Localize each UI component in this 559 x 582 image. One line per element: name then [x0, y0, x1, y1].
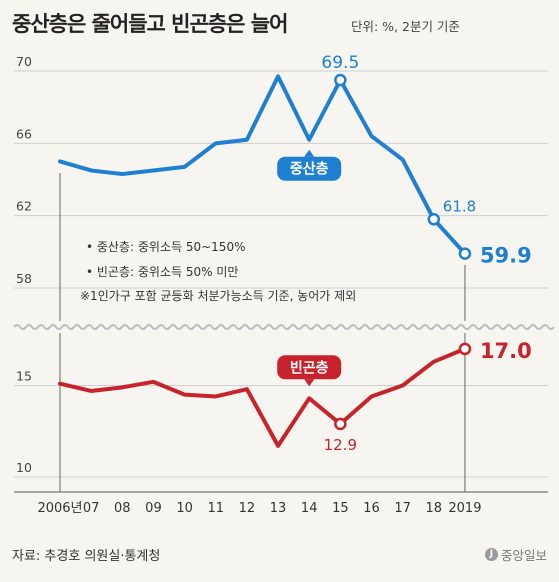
- highlight-marker: [427, 213, 441, 226]
- axis-break: [13, 324, 555, 330]
- publisher-logo: J 중앙일보: [484, 545, 547, 564]
- highlight-marker: [334, 73, 347, 87]
- logo-icon: J: [484, 548, 498, 561]
- series-callout-box: [277, 355, 342, 380]
- x-tick-label: 16: [363, 501, 380, 516]
- x-tick-label: 12: [239, 501, 256, 516]
- chart-title: 중산층은 줄어들고 빈곤층은 늘어: [12, 12, 288, 36]
- unit-note: 단위: %, 2분기 기준: [351, 19, 460, 34]
- data-label: 17.0: [480, 339, 532, 363]
- x-tick-label: 08: [114, 501, 131, 516]
- series-callout-pointer: [304, 149, 315, 157]
- series-name-label: 중산층: [290, 161, 329, 178]
- data-label: 59.9: [480, 244, 532, 268]
- series-line-middle-class: [58, 74, 467, 256]
- series-callout-pointer: [304, 379, 315, 387]
- source-note: 자료: 추경호 의원실·통계청: [12, 549, 161, 564]
- y-tick-label: 10: [16, 460, 32, 475]
- data-label: 61.8: [443, 197, 476, 215]
- series-callout-box: [277, 156, 342, 181]
- y-tick-label: 66: [16, 126, 32, 141]
- y-tick-label: 62: [16, 199, 32, 214]
- x-tick-label: 2006년: [37, 501, 82, 516]
- x-tick-label: 17: [394, 501, 411, 516]
- data-label: 12.9: [324, 436, 357, 454]
- x-tick-label: 15: [332, 501, 349, 516]
- chart-note: • 중산층: 중위소득 50~150%: [86, 240, 245, 254]
- axis-break-mask: [14, 321, 548, 333]
- chart-note: ※1인가구 포함 균등화 처분가능소득 기준, 농어가 제외: [80, 289, 356, 303]
- x-tick-label: 07: [83, 501, 100, 516]
- y-tick-label: 58: [16, 271, 32, 286]
- y-tick-label: 15: [16, 369, 32, 384]
- x-tick-label: 09: [145, 501, 162, 516]
- x-tick-label: 14: [301, 501, 318, 516]
- chart-note: • 빈곤층: 중위소득 50% 미만: [86, 265, 238, 279]
- highlight-marker: [458, 342, 472, 356]
- x-tick-label: 13: [270, 501, 287, 516]
- y-tick-label: 70: [16, 54, 32, 69]
- series-line-poor: [58, 346, 467, 448]
- x-tick-label: 18: [426, 501, 443, 516]
- x-tick-label: 10: [176, 501, 193, 516]
- x-tick-label: 2019: [448, 501, 481, 516]
- x-tick-label: 11: [207, 501, 224, 516]
- highlight-marker: [458, 247, 472, 260]
- series-name-label: 빈곤층: [290, 360, 329, 376]
- highlight-marker: [334, 417, 347, 431]
- data-label: 69.5: [321, 53, 359, 73]
- logo-text: 중앙일보: [500, 548, 547, 563]
